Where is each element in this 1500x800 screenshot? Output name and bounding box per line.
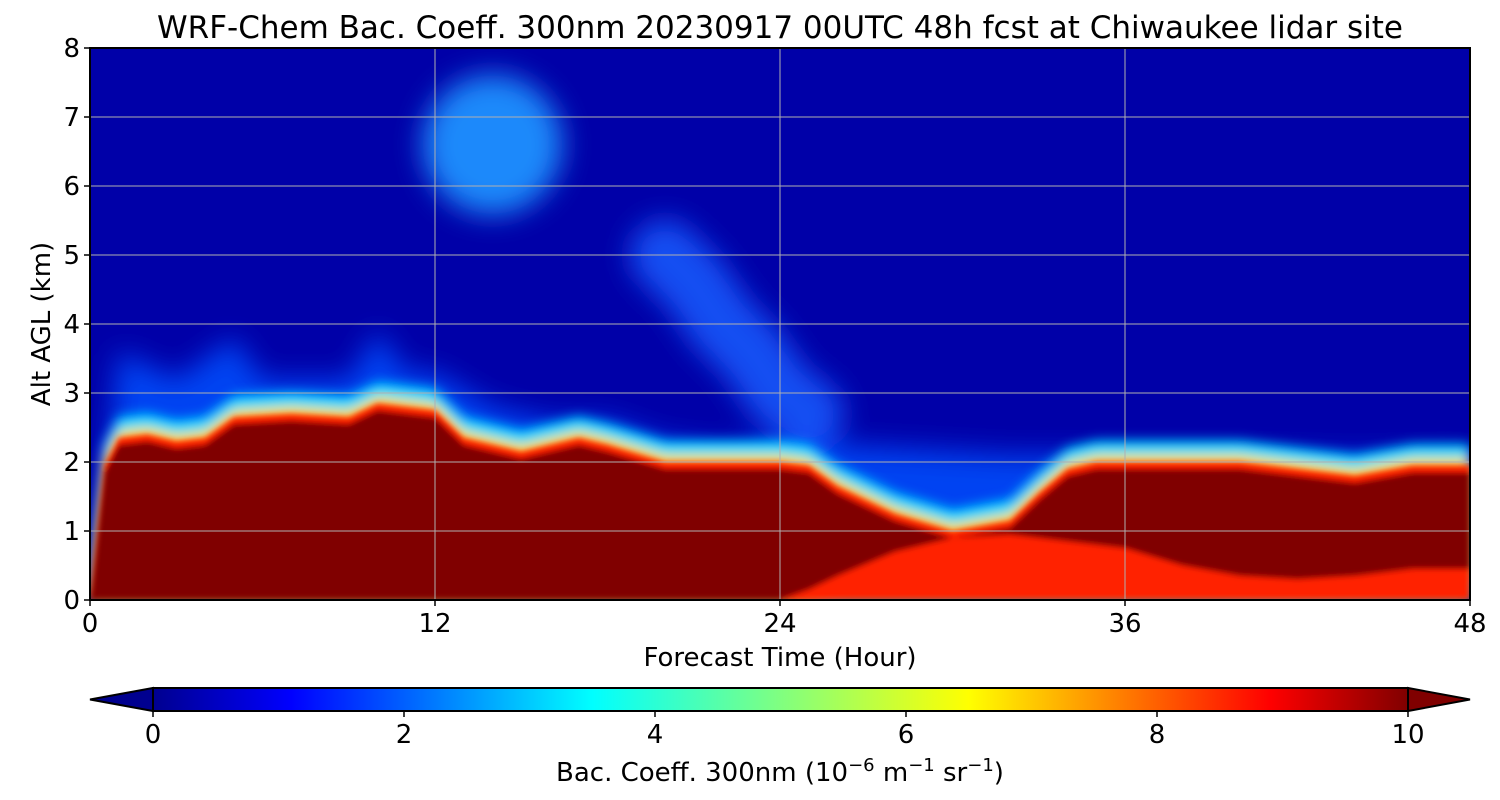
colorbar-tick-label: 2 [396,720,413,750]
colorbar-tick-label: 4 [647,720,664,750]
x-axis: 0 12 24 36 48 [82,600,1487,639]
elevated-plume [422,74,563,215]
y-tick-label: 3 [63,379,80,409]
x-tick-label: 0 [82,609,99,639]
colorbar-extend-high [1407,686,1471,713]
colorbar-tick-label: 6 [898,720,915,750]
y-tick-label: 5 [63,241,80,271]
colorbar-tick-label: 10 [1391,720,1424,750]
y-axis-label: Alt AGL (km) [27,242,57,406]
colorbar-label: Bac. Coeff. 300nm (10−6 m−1 sr−1) [556,755,1004,788]
y-tick-label: 6 [63,172,80,202]
colorbar: 0 2 4 6 8 10 Bac. Coeff. 300nm (10−6 m−1 sr−1… [89,686,1471,788]
y-tick-label: 0 [63,586,80,616]
x-tick-label: 48 [1453,609,1486,639]
colorbar-body [153,688,1408,711]
x-axis-label: Forecast Time (Hour) [643,643,916,673]
colorbar-tick-label: 0 [145,720,162,750]
x-tick-label: 36 [1108,609,1141,639]
diagonal-plume [630,220,844,449]
colorbar-tick-label: 8 [1149,720,1166,750]
chart-title: WRF-Chem Bac. Coeff. 300nm 20230917 00UT… [157,10,1403,46]
x-tick-label: 24 [763,609,796,639]
colorbar-ticks: 0 2 4 6 8 10 [145,711,1425,750]
colorbar-extend-low [89,686,154,713]
y-tick-label: 4 [63,310,80,340]
y-tick-label: 1 [63,517,80,547]
y-tick-label: 2 [63,448,80,478]
x-tick-label: 12 [418,609,451,639]
y-tick-label: 8 [63,34,80,64]
colorbar-frame [152,687,1409,712]
y-axis: 0 1 2 3 4 5 6 7 8 [63,34,90,616]
y-tick-label: 7 [63,103,80,133]
grid-lines [90,48,1470,600]
plot-area [90,48,1470,600]
